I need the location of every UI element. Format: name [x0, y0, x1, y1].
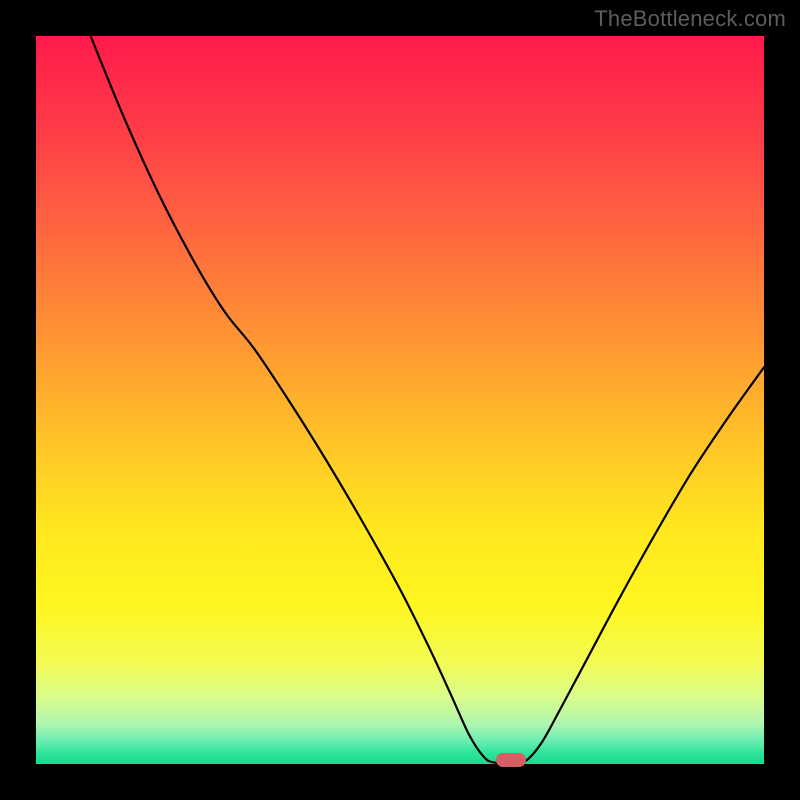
plot-area — [36, 36, 764, 764]
optimum-marker — [496, 753, 526, 767]
watermark-text: TheBottleneck.com — [594, 6, 786, 32]
bottleneck-curve — [91, 36, 764, 763]
curve-layer — [36, 36, 764, 764]
chart-canvas: TheBottleneck.com — [0, 0, 800, 800]
